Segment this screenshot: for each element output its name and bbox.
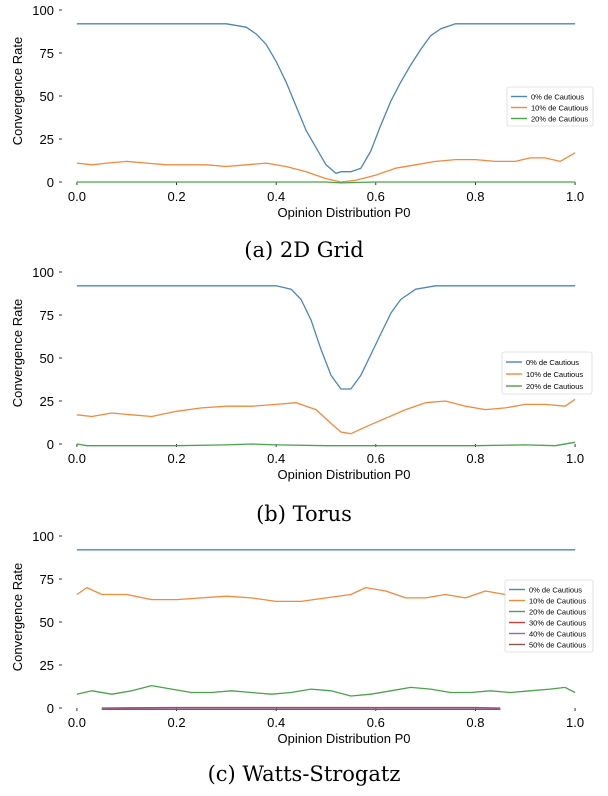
- x-tick-label: 0.4: [267, 189, 285, 204]
- y-tick-label: 100: [32, 529, 54, 544]
- x-tick-label: 1.0: [566, 451, 584, 466]
- x-tick-label: 0.6: [367, 189, 385, 204]
- y-tick-label: 50: [40, 351, 54, 366]
- y-tick-label: 25: [40, 132, 54, 147]
- caption-2d-grid: (a) 2D Grid: [244, 238, 364, 262]
- legend-box: [506, 86, 594, 127]
- y-tick-label: 25: [40, 658, 54, 673]
- legend-label: 20% de Cautious: [526, 382, 583, 391]
- x-tick-label: 0.0: [68, 451, 86, 466]
- x-tick-label: 0.6: [367, 451, 385, 466]
- legend-label: 0% de Cautious: [529, 586, 582, 595]
- x-tick-label: 0.4: [267, 715, 285, 730]
- x-tick-label: 0.8: [466, 189, 484, 204]
- x-tick-label: 0.6: [367, 715, 385, 730]
- y-tick-label: 100: [32, 3, 54, 18]
- y-axis-label: Convergence Rate: [10, 563, 25, 671]
- x-tick-label: 0.0: [68, 189, 86, 204]
- x-tick-label: 0.2: [168, 715, 186, 730]
- legend-label: 10% de Cautious: [531, 104, 588, 113]
- series-line-2: [76, 398, 576, 435]
- series-line-1: [76, 285, 576, 390]
- x-axis-label: Opinion Distribution P0: [278, 205, 411, 220]
- x-tick-label: 0.8: [466, 715, 484, 730]
- legend-label: 20% de Cautious: [531, 115, 588, 124]
- legend: 0% de Cautious 10% de Cautious 20% de Caut…: [501, 351, 593, 395]
- legend-label: 0% de Cautious: [526, 358, 579, 367]
- y-tick-label: 50: [40, 615, 54, 630]
- legend-box: [501, 351, 593, 395]
- y-axis-label: Convergence Rate: [10, 299, 25, 407]
- y-tick-label: 75: [40, 308, 54, 323]
- chart-panel-torus: 0 25 50 75 100 0.0 0.2 0.4 0.6 0.8 1.0 Opinion Dist…: [0, 262, 608, 530]
- legend-label: 40% de Cautious: [529, 630, 586, 639]
- caption-watts-strogatz: (c) Watts-Strogatz: [207, 762, 401, 786]
- series-line-1: [76, 23, 576, 175]
- legend-label: 20% de Cautious: [529, 608, 586, 617]
- y-tick-label: 25: [40, 394, 54, 409]
- legend-label: 0% de Cautious: [531, 93, 584, 102]
- x-tick-label: 0.0: [68, 715, 86, 730]
- series-line-2: [76, 586, 576, 603]
- series-line-3: [76, 441, 576, 447]
- x-tick-label: 0.8: [466, 451, 484, 466]
- x-tick-label: 1.0: [566, 715, 584, 730]
- x-tick-label: 0.4: [267, 451, 285, 466]
- x-tick-label: 0.2: [168, 189, 186, 204]
- legend: 0% de Cautious 10% de Cautious 20% de Caut…: [504, 579, 594, 653]
- legend: 0% de Cautious 10% de Cautious 20% de Caut…: [506, 86, 594, 127]
- series-line-3: [76, 684, 576, 697]
- y-tick-label: 75: [40, 46, 54, 61]
- y-axis-label: Convergence Rate: [10, 37, 25, 145]
- y-tick-label: 100: [32, 265, 54, 280]
- chart-2d-grid: 0 25 50 75 100 0.0 0.2 0.4 0.6 0.8 1.0 Opinion Dist…: [10, 3, 594, 220]
- x-axis-label: Opinion Distribution P0: [278, 731, 411, 746]
- chart-panel-2d-grid: 0 25 50 75 100 0.0 0.2 0.4 0.6 0.8 1.0 Opinion Dist…: [0, 0, 608, 262]
- y-tick-label: 0: [47, 175, 54, 190]
- y-tick-label: 0: [47, 437, 54, 452]
- x-tick-label: 0.2: [168, 451, 186, 466]
- legend-box: [504, 579, 594, 653]
- chart-panel-watts-strogatz: 0 25 50 75 100 0.0 0.2 0.4 0.6 0.8 1.0 Opinion Dist…: [0, 526, 608, 796]
- chart-watts-strogatz: 0 25 50 75 100 0.0 0.2 0.4 0.6 0.8 1.0 Opinion Dist…: [10, 529, 594, 746]
- legend-label: 30% de Cautious: [529, 619, 586, 628]
- y-tick-label: 50: [40, 89, 54, 104]
- series-line-3: [76, 181, 576, 184]
- x-axis-label: Opinion Distribution P0: [278, 467, 411, 482]
- legend-label: 10% de Cautious: [529, 597, 586, 606]
- chart-torus: 0 25 50 75 100 0.0 0.2 0.4 0.6 0.8 1.0 Opinion Dist…: [10, 265, 593, 482]
- x-tick-label: 1.0: [566, 189, 584, 204]
- y-tick-label: 75: [40, 572, 54, 587]
- series-line-2: [76, 152, 576, 183]
- y-tick-label: 0: [47, 701, 54, 716]
- caption-torus: (b) Torus: [256, 502, 352, 526]
- series-line-4: [101, 706, 501, 709]
- legend-label: 10% de Cautious: [526, 370, 583, 379]
- legend-label: 50% de Cautious: [529, 641, 586, 650]
